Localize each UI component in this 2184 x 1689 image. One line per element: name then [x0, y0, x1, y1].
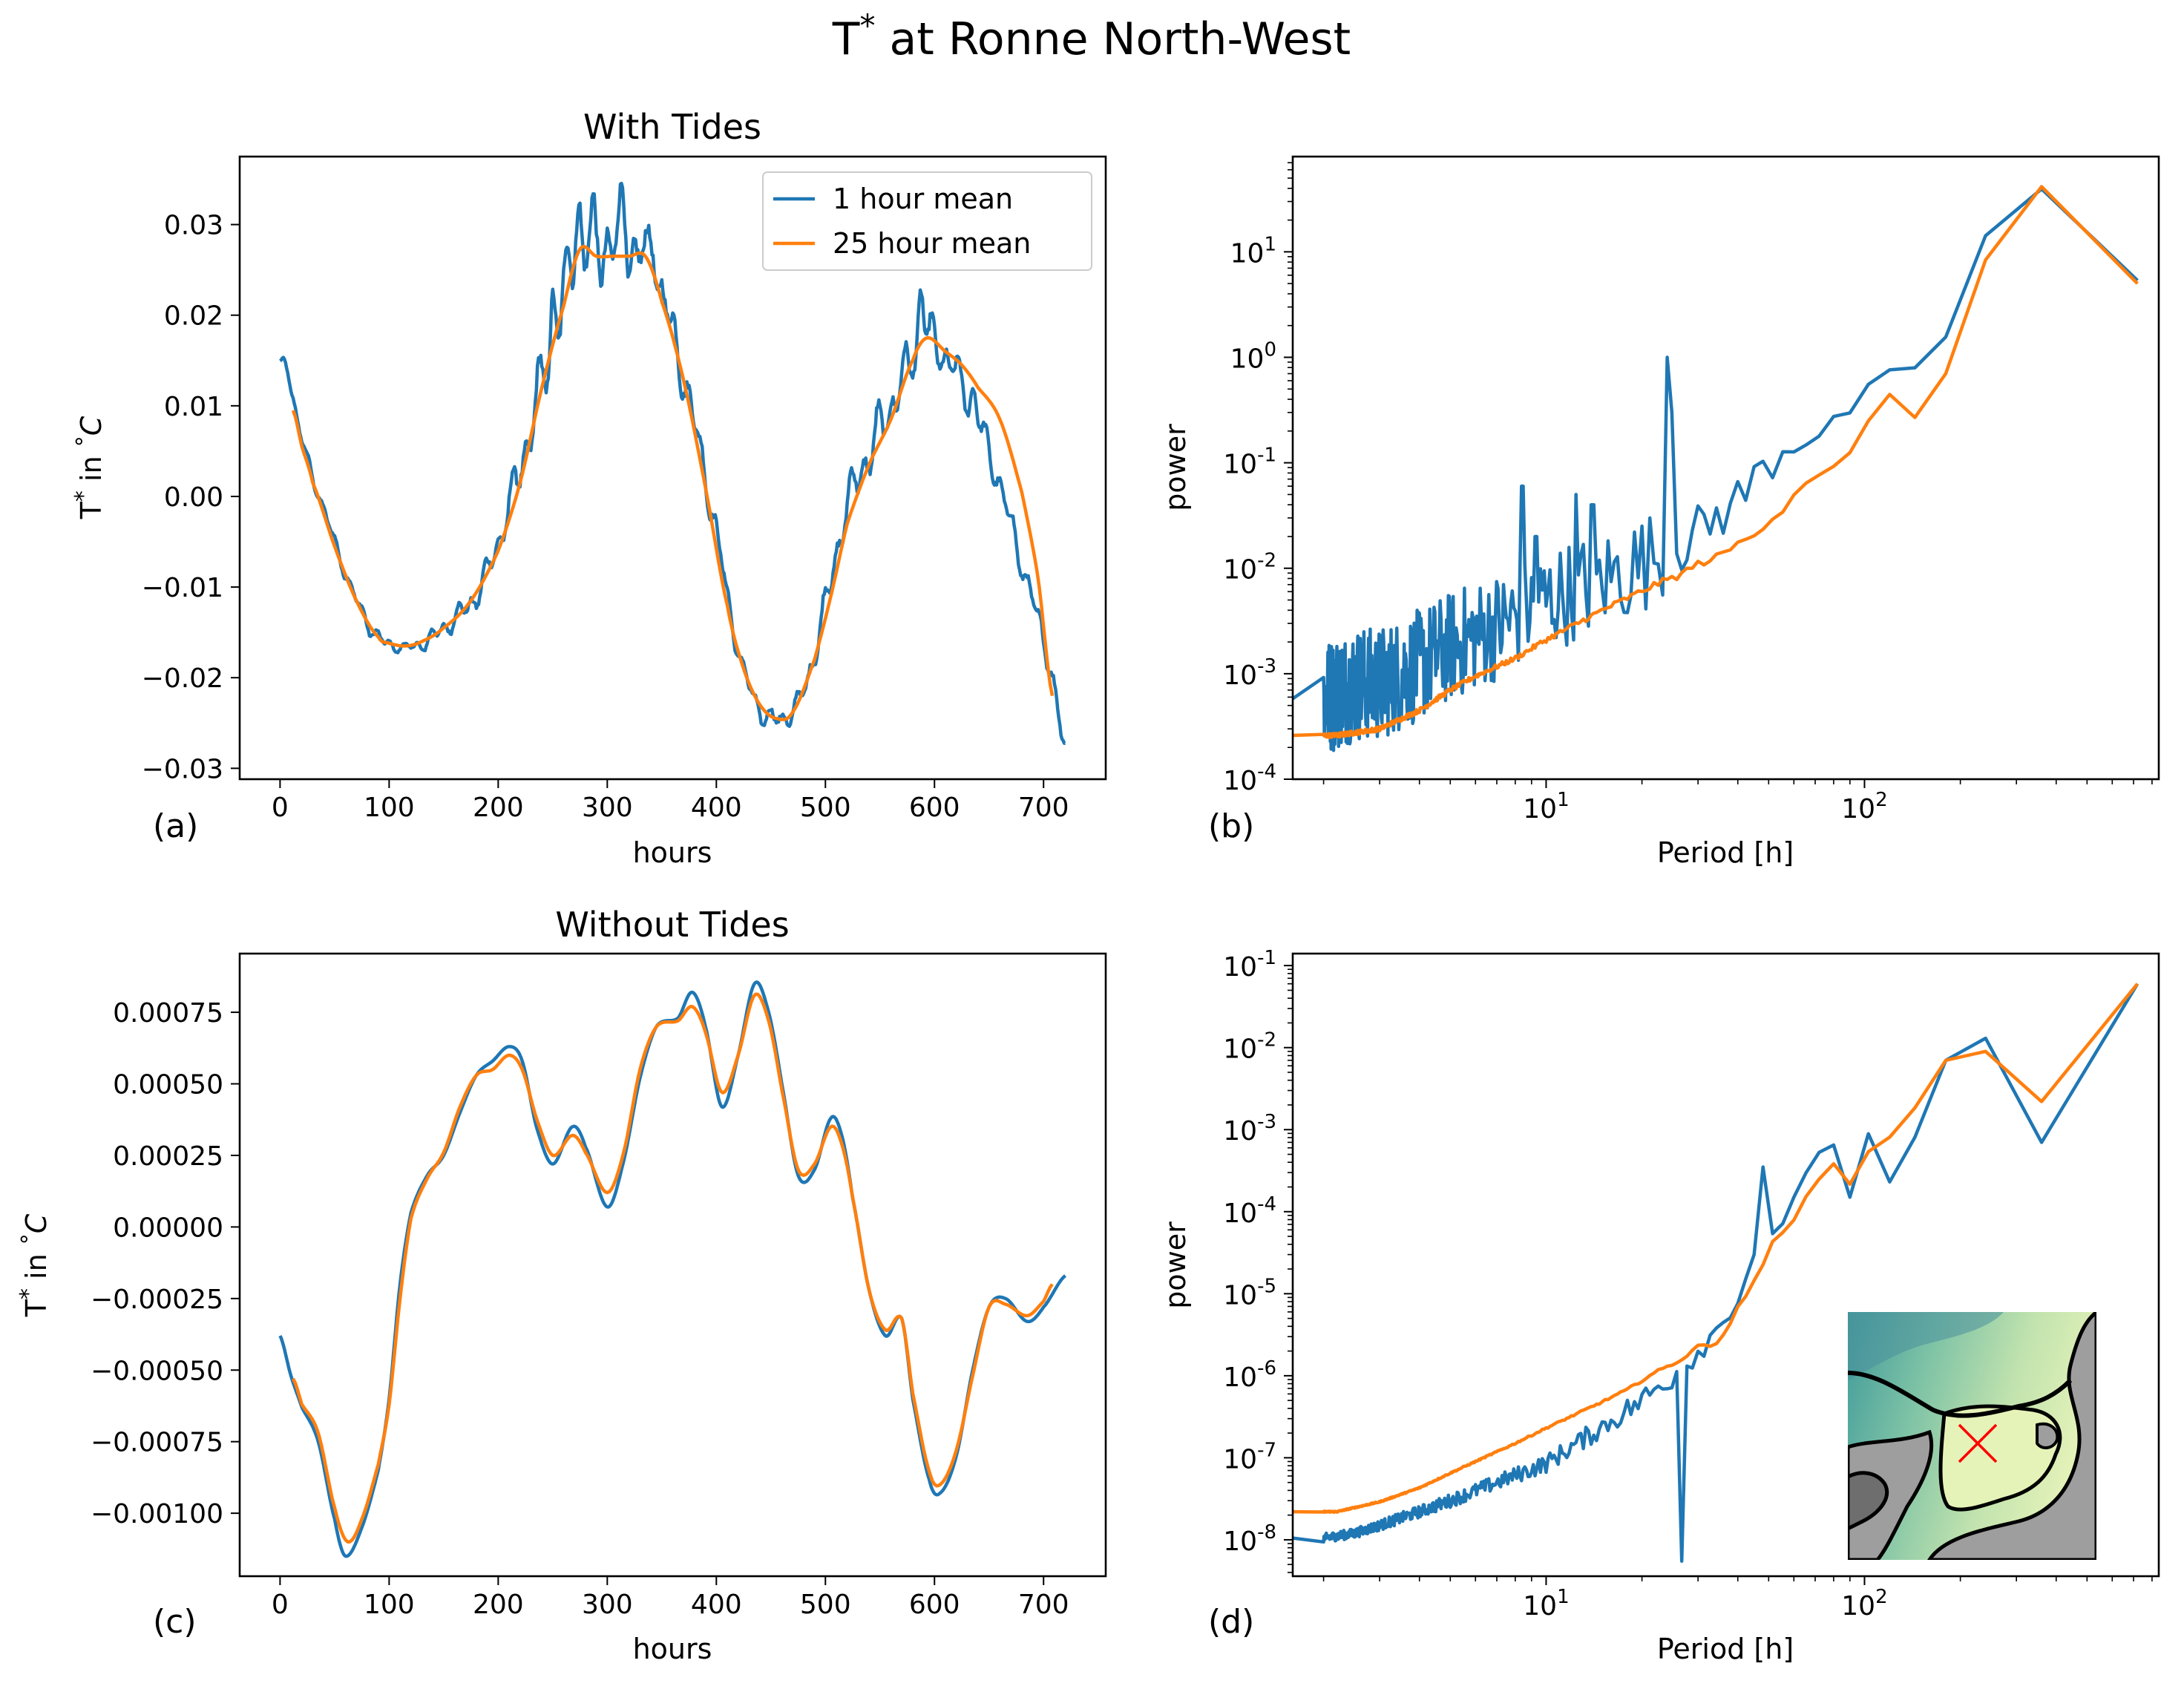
- y-tick-label: 0.00050: [113, 1070, 223, 1101]
- panel-a-frame: [238, 155, 1107, 781]
- y-tick-label: 0.00000: [113, 1213, 223, 1243]
- inset-coastline: [1848, 1371, 2073, 1418]
- y-tick-label: −0.00075: [91, 1428, 223, 1458]
- y-tick-label: 10-2: [1223, 550, 1276, 586]
- panel-d-xlabel: Period [h]: [1657, 1633, 1794, 1665]
- x-tick-label: 300: [582, 1590, 633, 1620]
- x-tick-label: 101: [1523, 789, 1569, 824]
- x-tick-label: 400: [691, 793, 742, 823]
- panel-d-frame: [1291, 952, 2160, 1578]
- panel-a-xlabel: hours: [633, 836, 712, 869]
- y-tick-label: 0.00075: [113, 998, 223, 1029]
- series-line-1h: [279, 181, 1066, 745]
- y-tick-label: −0.00025: [91, 1285, 223, 1315]
- series-line-1h: [1293, 187, 2139, 752]
- panel-c-tag: (c): [153, 1603, 197, 1641]
- panel-c: Without Tides 0 100 200 300 400 500 600 700 −0.0…: [16, 905, 1107, 1665]
- y-tick-label: 10-4: [1223, 761, 1276, 796]
- y-tick-label: 0.02: [164, 301, 223, 332]
- inset-land-right: [1927, 1312, 2096, 1560]
- y-tick-label: −0.01: [142, 573, 223, 603]
- inset-peninsula: [1848, 1471, 1889, 1531]
- panel-b-xlabel: Period [h]: [1657, 836, 1794, 869]
- panel-a-tag: (a): [153, 807, 198, 845]
- y-tick-label: 10-1: [1223, 445, 1276, 480]
- y-tick-label: −0.00100: [91, 1499, 223, 1529]
- x-tick-label: 0: [272, 793, 289, 823]
- y-tick-label: −0.02: [142, 663, 223, 694]
- series-line-1h: [1293, 983, 2139, 1563]
- legend-label-25h: 25 hour mean: [833, 227, 1031, 260]
- x-tick-label: 500: [800, 1590, 851, 1620]
- y-tick-label: 101: [1230, 233, 1276, 269]
- y-tick-label: 0.01: [164, 392, 223, 422]
- legend-box: [762, 171, 1092, 271]
- panel-d-ylabel: power: [1159, 1221, 1192, 1309]
- inset-deep-water: [1848, 1312, 2004, 1380]
- panel-c-ylabel: T* in °C: [16, 1213, 53, 1317]
- y-tick-label: 0.00025: [113, 1141, 223, 1172]
- x-tick-label: 100: [364, 1590, 415, 1620]
- panel-a-title: With Tides: [583, 107, 761, 147]
- y-tick-label: 10-7: [1223, 1439, 1276, 1475]
- series-line-25h: [291, 992, 1054, 1544]
- y-tick-label: 0.03: [164, 211, 223, 241]
- panel-b-ylabel: power: [1159, 424, 1192, 511]
- x-tick-label: 100: [364, 793, 415, 823]
- y-tick-label: −0.00050: [91, 1356, 223, 1386]
- panel-a: With Tides 0 100 200 300 400 500 600 700 −0.03 −0…: [70, 107, 1107, 869]
- legend: 1 hour mean 25 hour mean: [762, 171, 1092, 271]
- x-tick-label: 200: [473, 1590, 524, 1620]
- legend-label-1h: 1 hour mean: [833, 183, 1013, 215]
- y-tick-label: 10-5: [1223, 1275, 1276, 1311]
- panel-a-ylabel: T* in °C: [70, 416, 108, 519]
- location-marker-icon: [1958, 1423, 1998, 1463]
- x-tick-label: 0: [272, 1590, 289, 1620]
- y-tick-label: 0.00: [164, 482, 223, 513]
- series-line-25h: [291, 244, 1055, 721]
- panel-c-title: Without Tides: [555, 905, 789, 945]
- series-line-25h: [1293, 185, 2139, 739]
- panel-c-xlabel: hours: [633, 1633, 712, 1665]
- y-tick-label: 10-4: [1223, 1193, 1276, 1229]
- x-tick-label: 600: [909, 1590, 960, 1620]
- y-tick-label: 100: [1230, 338, 1276, 374]
- series-line-25h: [1293, 983, 2139, 1515]
- figure-title: T* at Ronne North-West: [832, 7, 1351, 65]
- x-tick-label: 200: [473, 793, 524, 823]
- x-tick-label: 600: [909, 793, 960, 823]
- y-tick-label: 10-3: [1223, 1111, 1276, 1147]
- x-tick-label: 102: [1841, 1586, 1887, 1621]
- x-tick-label: 300: [582, 793, 633, 823]
- y-tick-label: 10-1: [1223, 947, 1276, 983]
- inset-land-lower: [1848, 1429, 1934, 1560]
- inset-location-map: [1848, 1312, 2096, 1560]
- x-tick-label: 700: [1018, 793, 1069, 823]
- x-tick-label: 400: [691, 1590, 742, 1620]
- x-tick-label: 500: [800, 793, 851, 823]
- y-tick-label: 10-6: [1223, 1357, 1276, 1393]
- x-tick-label: 102: [1841, 789, 1887, 824]
- y-tick-label: 10-3: [1223, 655, 1276, 691]
- inset-island: [2036, 1422, 2059, 1449]
- y-tick-label: 10-8: [1223, 1521, 1276, 1557]
- x-tick-label: 101: [1523, 1586, 1569, 1621]
- panel-c-frame: [238, 952, 1107, 1578]
- panel-b-tag: (b): [1208, 807, 1254, 845]
- panel-d-tag: (d): [1208, 1603, 1254, 1641]
- x-tick-label: 700: [1018, 1590, 1069, 1620]
- panel-d: 101 102 10-8 10-7 10-6 10-5 10-4 10-3 10-2 10-1 P…: [1159, 947, 2160, 1665]
- y-tick-label: 10-2: [1223, 1029, 1276, 1065]
- y-tick-label: −0.03: [142, 754, 223, 784]
